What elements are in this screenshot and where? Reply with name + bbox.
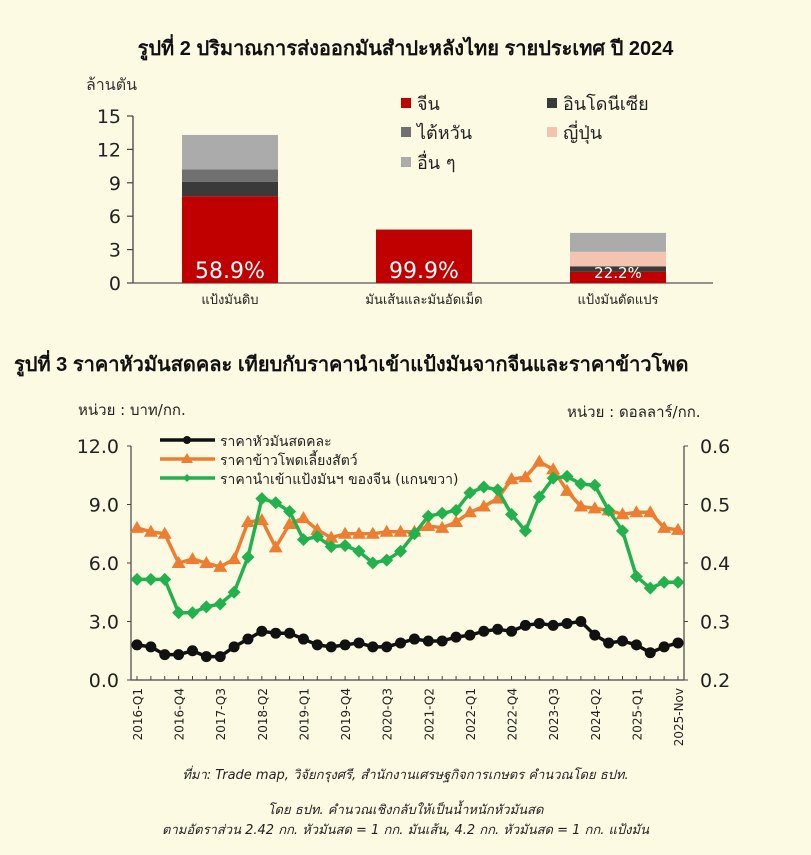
x-tick-label: 2019-Q4 bbox=[339, 688, 353, 740]
x-tick-label: 2020-Q3 bbox=[381, 688, 395, 740]
x-tick-label: 2021-Q2 bbox=[422, 688, 436, 740]
legend-swatch bbox=[547, 98, 557, 108]
source-note: ที่มา: Trade map, วิจัยกรุงศรี, สำนักงาน… bbox=[182, 768, 629, 783]
legend-label: ไต้หวัน bbox=[415, 122, 472, 144]
left-y-tick-label: 3.0 bbox=[89, 612, 119, 634]
bar-segment bbox=[182, 169, 278, 182]
figure3-title: รูปที่ 3 ราคาหัวมันสดคละ เทียบกับราคานำเ… bbox=[14, 354, 689, 376]
left-y-tick-label: 12.0 bbox=[77, 436, 119, 458]
x-tick-label: 2022-Q4 bbox=[506, 688, 520, 740]
bar-legend: จีน อินโดนีเซียไต้หวัน ญี่ปุ่นอื่น ๆ bbox=[401, 93, 649, 174]
line-axes: 0.0 3.0 6.0 9.0 12.0 0.2 0.3 0.4 0.5 0.6 2016-Q1 20… bbox=[77, 436, 731, 746]
line-legend: ราคาหัวมันสดคละราคาข้าวโพดเลี้ยงสัตว์ราค… bbox=[160, 434, 458, 488]
right-y-tick-label: 0.5 bbox=[700, 495, 730, 517]
bar-segment bbox=[570, 251, 666, 267]
legend-label: ญี่ปุ่น bbox=[563, 120, 602, 144]
legend-swatch bbox=[401, 98, 411, 108]
line-legend-label: ราคานำเข้าแป้งมันฯ ของจีน (แกนขวา) bbox=[220, 472, 458, 488]
line-series-2 bbox=[130, 469, 685, 620]
bar-y-tick-label: 9 bbox=[109, 173, 121, 195]
right-y-tick-label: 0.2 bbox=[700, 670, 730, 692]
bar-y-tick-label: 0 bbox=[109, 273, 121, 295]
legend-label: อื่น ๆ bbox=[417, 150, 456, 174]
right-y-tick-label: 0.3 bbox=[700, 612, 730, 634]
bar-category-label: แป้งมันดัดแปร bbox=[578, 293, 659, 308]
left-axis-unit: หน่วย : บาท/กก. bbox=[78, 401, 186, 419]
legend-swatch bbox=[547, 127, 557, 137]
bar-segment bbox=[570, 232, 666, 252]
legend-label: จีน bbox=[417, 94, 440, 115]
left-y-tick-label: 0.0 bbox=[89, 670, 119, 692]
left-y-tick-label: 9.0 bbox=[89, 495, 119, 517]
bar-segment bbox=[570, 266, 666, 272]
right-y-tick-label: 0.6 bbox=[700, 436, 730, 458]
x-tick-label: 2025-Q1 bbox=[630, 688, 644, 740]
bar-segment bbox=[182, 134, 278, 170]
x-tick-label: 2023-Q3 bbox=[547, 688, 561, 740]
bar-data-label: 22.2% bbox=[594, 264, 642, 282]
bar-segment bbox=[182, 196, 278, 283]
legend-swatch bbox=[401, 157, 411, 167]
bar-category-label: มันเส้นและมันอัดเม็ด bbox=[365, 290, 482, 308]
x-tick-label: 2024-Q2 bbox=[589, 688, 603, 740]
line-legend-item: ราคาหัวมันสดคละ bbox=[160, 434, 332, 450]
method-note-1: โดย ธปท. คำนวณเชิงกลับให้เป็นน้ำหนักหัวม… bbox=[267, 803, 544, 818]
line-series-1 bbox=[130, 454, 685, 572]
x-tick-label: 2018-Q2 bbox=[256, 688, 270, 740]
bar-data-label: 58.9% bbox=[195, 259, 265, 284]
bar-chart: ล้านตัน 0 3 6 9 12 15 58.9% แป้งมันดิบ 99.9% มัน… bbox=[86, 75, 713, 308]
x-tick-label: 2017-Q3 bbox=[214, 688, 228, 740]
right-axis-unit: หน่วย : ดอลลาร์/กก. bbox=[567, 403, 701, 421]
line-legend-label: ราคาข้าวโพดเลี้ยงสัตว์ bbox=[220, 450, 358, 469]
bar-category-label: แป้งมันดิบ bbox=[201, 293, 258, 308]
bar-y-tick-label: 3 bbox=[109, 240, 121, 262]
bar-data-label: 99.9% bbox=[389, 259, 459, 284]
x-tick-label: 2016-Q4 bbox=[173, 688, 187, 740]
method-note-2: ตามอัตราส่วน 2.42 กก. หัวมันสด = 1 กก. ม… bbox=[162, 823, 649, 838]
x-tick-label: 2022-Q1 bbox=[464, 688, 478, 740]
legend-label: อินโดนีเซีย bbox=[563, 93, 649, 115]
bar-series: 58.9% แป้งมันดิบ 99.9% มันเส้นและมันอัดเม็ด… bbox=[182, 134, 666, 308]
left-y-tick-label: 6.0 bbox=[89, 553, 119, 575]
bar-y-tick-label: 15 bbox=[97, 106, 121, 128]
bar-segment bbox=[570, 271, 666, 283]
legend-swatch bbox=[401, 127, 411, 137]
line-series bbox=[130, 454, 685, 663]
line-chart: หน่วย : บาท/กก. หน่วย : ดอลลาร์/กก. 0.0 3… bbox=[77, 401, 731, 746]
bar-y-unit: ล้านตัน bbox=[86, 75, 137, 94]
line-series-0 bbox=[131, 616, 684, 663]
bar-y-tick-label: 12 bbox=[97, 139, 121, 161]
bar-y-tick-label: 6 bbox=[109, 206, 121, 228]
x-tick-label: 2025-Nov bbox=[672, 688, 686, 746]
x-tick-label: 2019-Q1 bbox=[297, 688, 311, 740]
bar-segment bbox=[182, 181, 278, 197]
line-legend-item: ราคานำเข้าแป้งมันฯ ของจีน (แกนขวา) bbox=[160, 472, 458, 488]
line-legend-item: ราคาข้าวโพดเลี้ยงสัตว์ bbox=[160, 450, 358, 469]
right-y-tick-label: 0.4 bbox=[700, 553, 730, 575]
bar-segment bbox=[376, 229, 472, 283]
line-legend-label: ราคาหัวมันสดคละ bbox=[220, 434, 332, 450]
x-tick-label: 2016-Q1 bbox=[131, 688, 145, 740]
figure2-title: รูปที่ 2 ปริมาณการส่งออกมันสำปะหลังไทย ร… bbox=[137, 38, 674, 60]
